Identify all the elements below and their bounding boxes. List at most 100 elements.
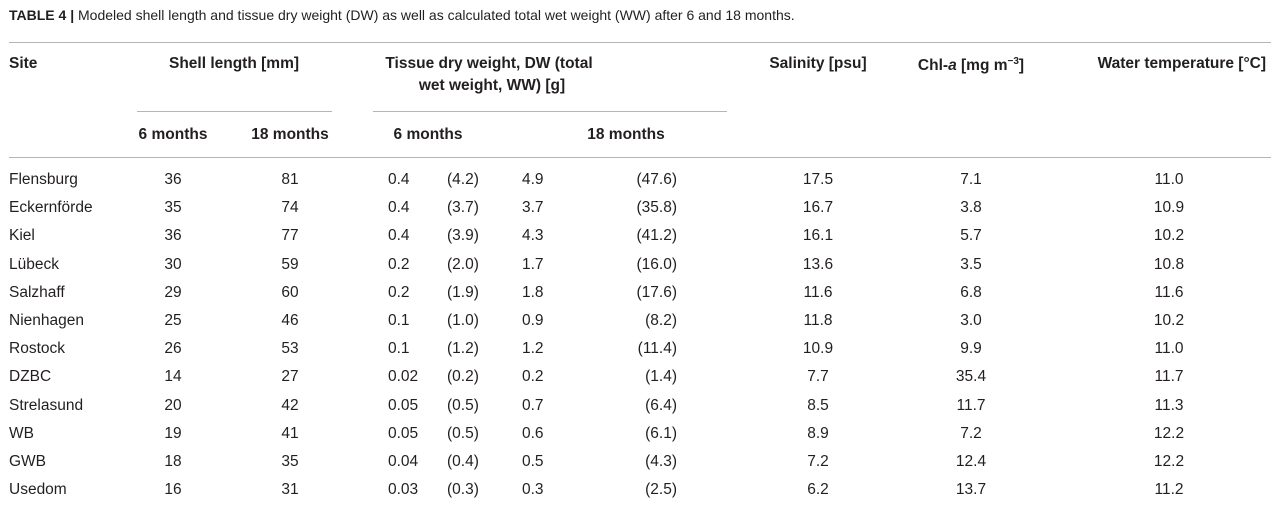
cell-temp: 10.8 bbox=[1153, 255, 1185, 273]
header-shell-length: Shell length [mm] bbox=[168, 55, 300, 72]
cell-chl: 9.9 bbox=[960, 340, 982, 358]
cell-sl6: 26 bbox=[164, 340, 182, 358]
cell-temp: 10.2 bbox=[1153, 312, 1185, 329]
subheader-dw-18-months: 18 months bbox=[587, 126, 665, 143]
cell-sl18: 60 bbox=[281, 283, 299, 301]
cell-chl: 3.5 bbox=[960, 255, 982, 273]
cell-chl: 13.7 bbox=[955, 481, 987, 499]
cell-sl6: 36 bbox=[164, 171, 182, 188]
cell-site: Flensburg bbox=[9, 171, 78, 188]
cell-site: Rostock bbox=[9, 340, 65, 358]
cell-sal: 10.9 bbox=[802, 340, 834, 358]
cell-dw18: 4.9 bbox=[522, 171, 544, 188]
cell-sl6: 19 bbox=[164, 424, 182, 442]
header-bottom-rule bbox=[9, 157, 1271, 158]
cell-site: Usedom bbox=[9, 481, 67, 499]
cell-site: Nienhagen bbox=[9, 312, 84, 329]
cell-dw6: 0.02 bbox=[388, 368, 419, 386]
cell-ww6: (0.2) bbox=[447, 368, 479, 386]
cell-site: WB bbox=[9, 424, 34, 442]
cell-ww6: (1.9) bbox=[447, 283, 479, 301]
subheader-shell-6-months: 6 months bbox=[138, 126, 208, 143]
cell-temp: 11.0 bbox=[1154, 171, 1184, 188]
cell-sal: 16.1 bbox=[802, 227, 834, 245]
cell-temp: 10.2 bbox=[1153, 227, 1185, 245]
cell-sal: 13.6 bbox=[802, 255, 834, 273]
cell-ww18: (1.4) bbox=[645, 368, 677, 386]
cell-sal: 8.9 bbox=[807, 424, 829, 442]
shell-length-group-rule bbox=[137, 111, 332, 112]
cell-dw18: 0.3 bbox=[522, 481, 544, 499]
cell-temp: 10.9 bbox=[1153, 199, 1185, 217]
cell-sl18: 77 bbox=[281, 227, 299, 245]
cell-site: Lübeck bbox=[9, 255, 59, 273]
header-site: Site bbox=[9, 55, 38, 72]
cell-dw6: 0.04 bbox=[388, 453, 419, 470]
cell-sal: 11.6 bbox=[803, 283, 833, 301]
cell-sl6: 14 bbox=[164, 368, 182, 386]
cell-ww18: (47.6) bbox=[636, 171, 678, 188]
cell-chl: 7.2 bbox=[960, 424, 982, 442]
cell-dw6: 0.05 bbox=[388, 424, 419, 442]
cell-dw18: 1.8 bbox=[522, 283, 544, 301]
cell-ww18: (6.1) bbox=[645, 424, 677, 442]
table-label: TABLE 4 | bbox=[9, 7, 75, 23]
cell-chl: 7.1 bbox=[960, 171, 982, 188]
cell-dw18: 0.9 bbox=[522, 312, 544, 329]
cell-sal: 17.5 bbox=[802, 171, 834, 188]
cell-sl18: 42 bbox=[281, 396, 299, 414]
cell-ww6: (0.5) bbox=[447, 396, 479, 414]
subheader-dw-6-months: 6 months bbox=[393, 126, 463, 143]
cell-sal: 7.2 bbox=[807, 453, 829, 470]
cell-sl18: 35 bbox=[281, 453, 299, 470]
cell-sl18: 59 bbox=[281, 255, 299, 273]
cell-site: GWB bbox=[9, 453, 47, 470]
cell-sal: 16.7 bbox=[802, 199, 834, 217]
cell-sl6: 35 bbox=[164, 199, 182, 217]
cell-sl6: 29 bbox=[164, 283, 182, 301]
cell-sl18: 81 bbox=[281, 171, 299, 188]
cell-ww18: (41.2) bbox=[636, 227, 678, 245]
cell-temp: 12.2 bbox=[1153, 424, 1185, 442]
cell-ww6: (1.0) bbox=[447, 312, 479, 329]
cell-sl18: 31 bbox=[281, 481, 299, 499]
cell-dw6: 0.05 bbox=[388, 396, 419, 414]
cell-ww18: (35.8) bbox=[636, 199, 678, 217]
cell-ww6: (3.7) bbox=[447, 199, 479, 217]
cell-sal: 7.7 bbox=[807, 368, 829, 386]
cell-ww6: (0.5) bbox=[447, 424, 479, 442]
cell-ww6: (2.0) bbox=[447, 255, 479, 273]
cell-temp: 12.2 bbox=[1153, 453, 1185, 470]
cell-chl: 3.8 bbox=[960, 199, 982, 217]
cell-dw6: 0.2 bbox=[388, 255, 410, 273]
cell-dw6: 0.1 bbox=[388, 340, 410, 358]
header-chla: Chl-a [mg m−3] bbox=[917, 56, 1025, 74]
cell-temp: 11.6 bbox=[1154, 283, 1184, 301]
header-salinity: Salinity [psu] bbox=[769, 55, 867, 72]
cell-dw6: 0.4 bbox=[388, 227, 410, 245]
cell-sl18: 46 bbox=[281, 312, 299, 329]
caption-text: Modeled shell length and tissue dry weig… bbox=[78, 7, 795, 23]
header-tissue-line1: Tissue dry weight, DW (total bbox=[385, 55, 593, 72]
cell-dw18: 4.3 bbox=[522, 227, 544, 245]
cell-sl18: 53 bbox=[281, 340, 299, 358]
cell-chl: 6.8 bbox=[960, 283, 982, 301]
cell-ww6: (3.9) bbox=[447, 227, 479, 245]
cell-ww6: (1.2) bbox=[447, 340, 479, 358]
cell-ww18: (8.2) bbox=[645, 312, 677, 329]
cell-site: Strelasund bbox=[9, 396, 84, 414]
cell-ww18: (11.4) bbox=[637, 340, 677, 358]
cell-ww18: (6.4) bbox=[645, 396, 677, 414]
cell-dw6: 0.2 bbox=[388, 283, 410, 301]
cell-ww6: (4.2) bbox=[447, 171, 479, 188]
cell-temp: 11.2 bbox=[1154, 481, 1184, 499]
cell-chl: 35.4 bbox=[955, 368, 987, 386]
cell-sl18: 27 bbox=[281, 368, 299, 386]
cell-sl18: 74 bbox=[281, 199, 299, 217]
table-caption: TABLE 4 | Modeled shell length and tissu… bbox=[9, 7, 795, 23]
cell-chl: 11.7 bbox=[956, 396, 986, 414]
cell-ww18: (17.6) bbox=[636, 283, 678, 301]
cell-dw18: 1.7 bbox=[522, 255, 544, 273]
cell-sl6: 20 bbox=[164, 396, 182, 414]
subheader-shell-18-months: 18 months bbox=[251, 126, 329, 143]
